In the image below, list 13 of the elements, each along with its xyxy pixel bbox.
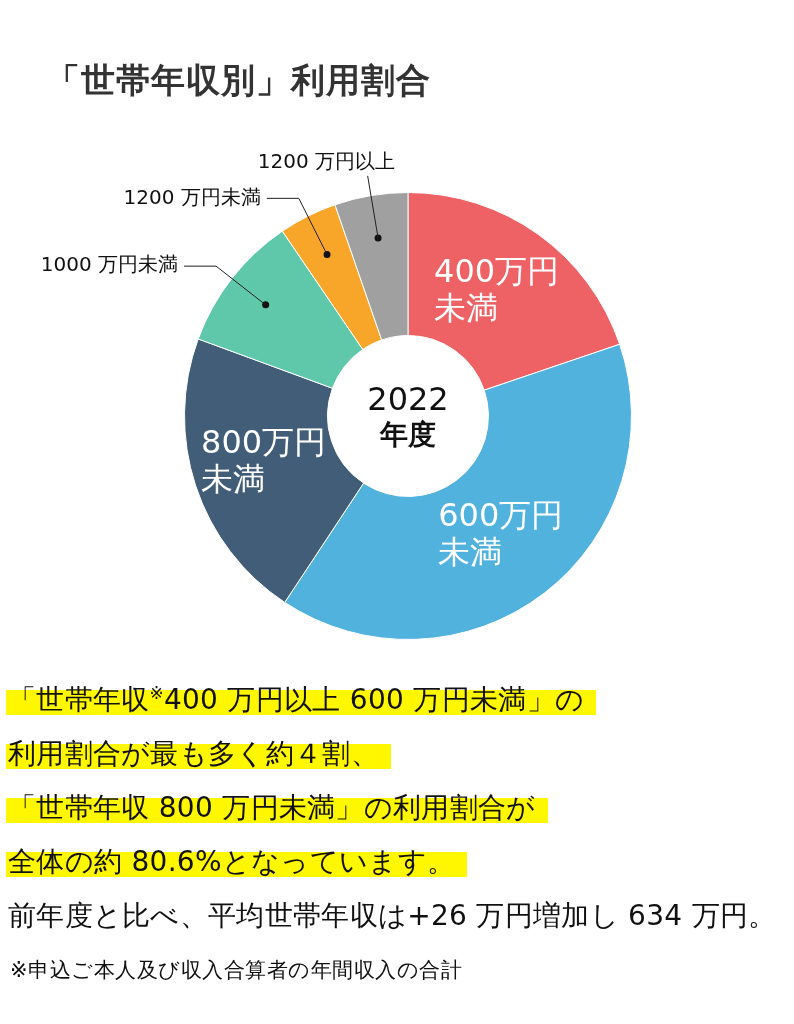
- slice-label: 400万円未満: [434, 252, 560, 328]
- text: 2022年度: [367, 379, 449, 451]
- chart-title: 「世帯年収別」利用割合: [46, 59, 431, 102]
- text: 利用割合が最も多く約４割、: [6, 737, 391, 770]
- text: 全体の約 80.6%となっています。: [6, 845, 468, 878]
- slice-label: 600万円未満: [438, 496, 564, 572]
- slice-label: 1200 万円以上: [257, 149, 396, 174]
- slice-label: 1200 万円未満: [123, 184, 261, 209]
- text: 「世帯年収 800 万円未満」の利用割合が: [6, 791, 548, 824]
- text: ※申込ご本人及び収入合算者の年間収入の合計: [9, 958, 464, 982]
- text: 前年度と比べ、平均世帯年収は+26 万円増加し 634 万円。: [7, 899, 778, 932]
- slice-label: 800万円未満: [201, 423, 327, 499]
- slice-label: 1000 万円未満: [40, 252, 179, 277]
